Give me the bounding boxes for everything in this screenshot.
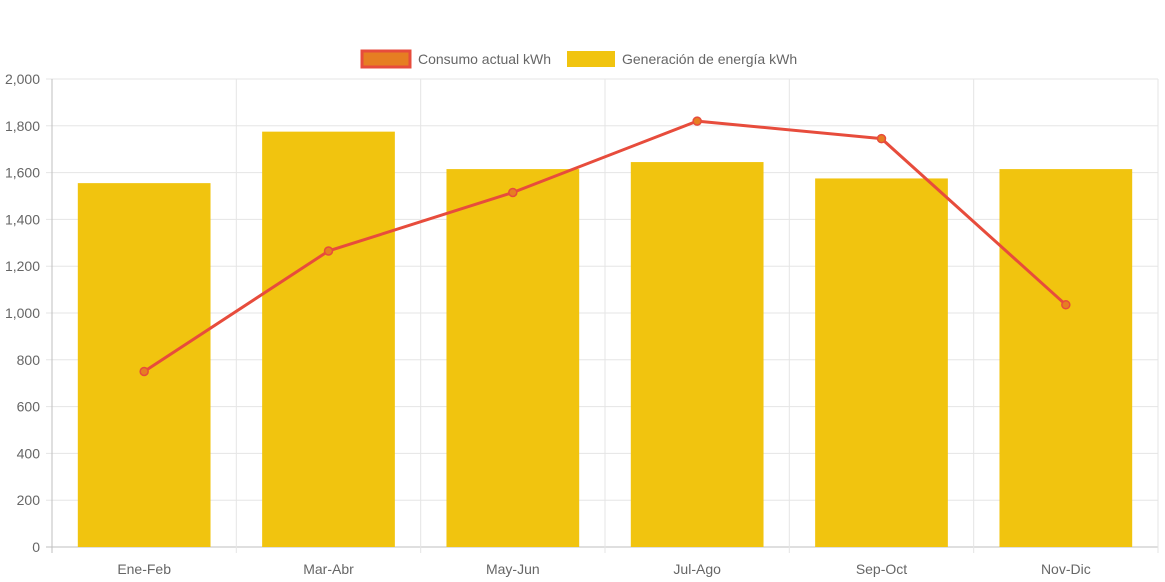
legend-item-consumo[interactable]: Consumo actual kWh [360, 49, 551, 69]
y-tick-label: 200 [17, 492, 41, 508]
y-tick-label: 800 [17, 352, 41, 368]
bar-generacion-mar-abr[interactable] [262, 131, 395, 547]
y-tick-label: 1,000 [5, 305, 40, 321]
bar-generacion-ene-feb[interactable] [77, 183, 211, 547]
x-tick-label: Ene-Feb [117, 561, 171, 577]
legend-label-generacion: Generación de energía kWh [622, 51, 797, 67]
x-tick-label: Sep-Oct [856, 561, 907, 577]
bar-generacion-sep-oct[interactable] [815, 178, 948, 547]
x-tick-label: May-Jun [486, 561, 540, 577]
y-tick-label: 2,000 [5, 71, 40, 87]
x-tick-label: Jul-Ago [673, 561, 721, 577]
point-consumo-may-jun[interactable] [508, 187, 518, 198]
x-tick-label: Nov-Dic [1041, 561, 1091, 577]
point-consumo-ene-feb[interactable] [139, 366, 149, 377]
y-tick-label: 1,400 [5, 211, 40, 227]
y-tick-label: 1,800 [5, 118, 40, 134]
bar-generacion-jul-ago[interactable] [630, 162, 764, 547]
y-tick-label: 1,600 [5, 165, 40, 181]
y-tick-label: 1,200 [5, 258, 40, 274]
legend-swatch-generacion [567, 51, 615, 67]
y-tick-label: 600 [17, 399, 41, 415]
point-consumo-sep-oct[interactable] [876, 133, 887, 144]
bar-generacion-nov-dic[interactable] [999, 169, 1133, 547]
point-consumo-mar-abr[interactable] [323, 246, 334, 256]
line-consumo [143, 119, 1067, 373]
legend: Consumo actual kWh Generación de energía… [360, 49, 797, 69]
point-consumo-jul-ago[interactable] [692, 116, 702, 126]
legend-swatch-consumo [360, 49, 412, 69]
y-tick-label: 400 [17, 445, 41, 461]
y-tick-label: 0 [32, 539, 40, 555]
x-tick-label: Mar-Abr [303, 561, 354, 577]
bar-generacion-may-jun[interactable] [446, 169, 580, 547]
legend-item-generacion[interactable]: Generación de energía kWh [567, 51, 797, 67]
point-consumo-nov-dic[interactable] [1061, 300, 1071, 310]
legend-label-consumo: Consumo actual kWh [418, 51, 551, 67]
